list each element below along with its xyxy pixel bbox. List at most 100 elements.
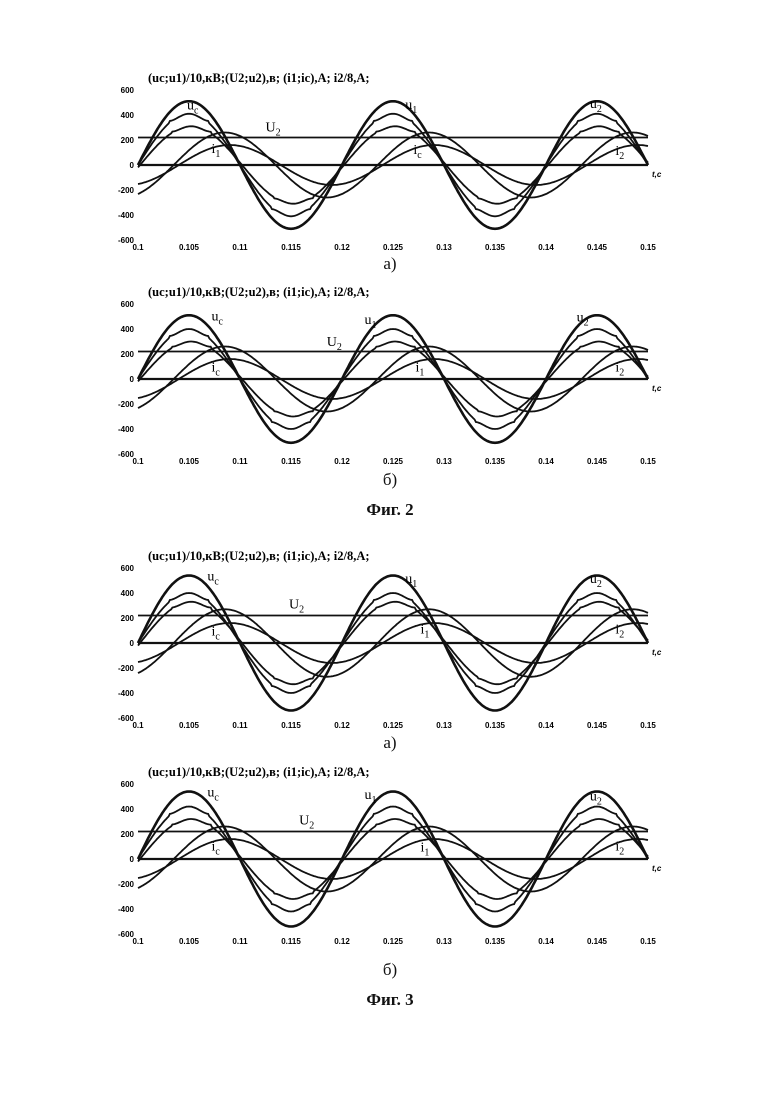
y-tick-label: 600 bbox=[121, 300, 135, 309]
curve-label-i1: i1 bbox=[421, 623, 430, 641]
chart-title: (uc;u1)/10,кВ;(U2;u2),в; (i1;ic),А; i2/8… bbox=[148, 285, 370, 299]
x-tick-label: 0.135 bbox=[485, 937, 506, 946]
x-tick-label: 0.1 bbox=[132, 721, 144, 730]
y-tick-label: -200 bbox=[118, 186, 135, 195]
x-tick-label: 0.12 bbox=[334, 721, 350, 730]
x-tick-label: 0.105 bbox=[179, 721, 200, 730]
x-tick-label: 0.11 bbox=[232, 937, 248, 946]
y-tick-label: -200 bbox=[118, 880, 135, 889]
y-tick-label: 0 bbox=[130, 161, 135, 170]
subfigure-caption: а) bbox=[370, 254, 410, 274]
curve-label-u1: u1 bbox=[405, 98, 417, 116]
curve-label-u2: u2 bbox=[590, 97, 602, 115]
y-tick-label: -400 bbox=[118, 689, 135, 698]
chart-svg: (uc;u1)/10,кВ;(U2;u2),в; (i1;ic),А; i2/8… bbox=[108, 282, 668, 482]
x-tick-label: 0.105 bbox=[179, 937, 200, 946]
x-tick-label: 0.105 bbox=[179, 243, 200, 252]
x-tick-label: 0.125 bbox=[383, 243, 404, 252]
curve-label-U2: U2 bbox=[299, 814, 314, 832]
chart-panel: (uc;u1)/10,кВ;(U2;u2),в; (i1;ic),А; i2/8… bbox=[108, 68, 668, 268]
chart-svg: (uc;u1)/10,кВ;(U2;u2),в; (i1;ic),А; i2/8… bbox=[108, 762, 668, 962]
chart-title: (uc;u1)/10,кВ;(U2;u2),в; (i1;ic),А; i2/8… bbox=[148, 765, 370, 779]
x-tick-label: 0.1 bbox=[132, 457, 144, 466]
chart-panel: (uc;u1)/10,кВ;(U2;u2),в; (i1;ic),А; i2/8… bbox=[108, 762, 668, 962]
y-tick-label: 200 bbox=[121, 830, 135, 839]
x-tick-label: 0.15 bbox=[640, 457, 656, 466]
x-tick-label: 0.15 bbox=[640, 937, 656, 946]
x-tick-label: 0.11 bbox=[232, 721, 248, 730]
x-tick-label: 0.145 bbox=[587, 243, 608, 252]
curve-label-U2: U2 bbox=[327, 335, 342, 353]
y-tick-label: 400 bbox=[121, 589, 135, 598]
x-tick-label: 0.115 bbox=[281, 721, 301, 730]
y-tick-label: 600 bbox=[121, 780, 135, 789]
chart-title: (uc;u1)/10,кВ;(U2;u2),в; (i1;ic),А; i2/8… bbox=[148, 71, 370, 85]
y-tick-label: 0 bbox=[130, 639, 135, 648]
x-tick-label: 0.14 bbox=[538, 243, 554, 252]
curve-label-U2: U2 bbox=[289, 598, 304, 616]
curve-label-uc: uc bbox=[207, 570, 219, 588]
x-tick-label: 0.115 bbox=[281, 457, 301, 466]
y-tick-label: -400 bbox=[118, 425, 135, 434]
figure-caption: Фиг. 2 bbox=[290, 500, 490, 520]
y-tick-label: 200 bbox=[121, 136, 135, 145]
chart-svg: (uc;u1)/10,кВ;(U2;u2),в; (i1;ic),А; i2/8… bbox=[108, 68, 668, 268]
chart-panel: (uc;u1)/10,кВ;(U2;u2),в; (i1;ic),А; i2/8… bbox=[108, 546, 668, 746]
curve-label-ic: ic bbox=[413, 143, 422, 161]
y-tick-label: -400 bbox=[118, 211, 135, 220]
x-tick-label: 0.13 bbox=[436, 243, 452, 252]
x-tick-label: 0.1 bbox=[132, 243, 144, 252]
chart-svg: (uc;u1)/10,кВ;(U2;u2),в; (i1;ic),А; i2/8… bbox=[108, 546, 668, 746]
x-tick-label: 0.15 bbox=[640, 243, 656, 252]
x-tick-label: 0.14 bbox=[538, 721, 554, 730]
x-tick-label: 0.115 bbox=[281, 937, 301, 946]
y-tick-label: 600 bbox=[121, 86, 135, 95]
x-tick-label: 0.135 bbox=[485, 243, 506, 252]
x-tick-label: 0.125 bbox=[383, 457, 404, 466]
y-tick-label: 200 bbox=[121, 614, 135, 623]
curve-label-u1: u1 bbox=[364, 788, 376, 806]
figure-caption: Фиг. 3 bbox=[290, 990, 490, 1010]
subfigure-caption: а) bbox=[370, 733, 410, 753]
curve-label-i2: i2 bbox=[615, 361, 624, 379]
curve-label-i1: i1 bbox=[421, 841, 430, 859]
x-tick-label: 0.12 bbox=[334, 457, 350, 466]
y-tick-label: 400 bbox=[121, 111, 135, 120]
curve-label-ic: ic bbox=[211, 360, 220, 378]
x-tick-label: 0.13 bbox=[436, 937, 452, 946]
curve-label-uc: uc bbox=[207, 786, 219, 804]
y-tick-label: -200 bbox=[118, 400, 135, 409]
x-tick-label: 0.125 bbox=[383, 937, 404, 946]
x-tick-label: 0.15 bbox=[640, 721, 656, 730]
subfigure-caption: б) bbox=[370, 470, 410, 490]
y-tick-label: 400 bbox=[121, 325, 135, 334]
x-tick-label: 0.12 bbox=[334, 243, 350, 252]
curve-label-ic: ic bbox=[211, 839, 220, 857]
y-tick-label: -400 bbox=[118, 905, 135, 914]
y-tick-label: 0 bbox=[130, 375, 135, 384]
x-tick-label: 0.14 bbox=[538, 457, 554, 466]
x-tick-label: 0.14 bbox=[538, 937, 554, 946]
x-tick-label: 0.11 bbox=[232, 243, 248, 252]
curve-label-uc: uc bbox=[211, 309, 223, 327]
x-tick-label: 0.1 bbox=[132, 937, 144, 946]
y-tick-label: 600 bbox=[121, 564, 135, 573]
y-tick-label: 400 bbox=[121, 805, 135, 814]
x-tick-label: 0.135 bbox=[485, 457, 506, 466]
x-tick-label: 0.105 bbox=[179, 457, 200, 466]
chart-panel: (uc;u1)/10,кВ;(U2;u2),в; (i1;ic),А; i2/8… bbox=[108, 282, 668, 482]
x-tick-label: 0.115 bbox=[281, 243, 301, 252]
x-tick-label: 0.135 bbox=[485, 721, 506, 730]
chart-title: (uc;u1)/10,кВ;(U2;u2),в; (i1;ic),А; i2/8… bbox=[148, 549, 370, 563]
curve-label-U2: U2 bbox=[266, 121, 281, 139]
x-tick-label: 0.145 bbox=[587, 937, 608, 946]
x-axis-label: t,c bbox=[652, 170, 662, 179]
x-tick-label: 0.11 bbox=[232, 457, 248, 466]
x-axis-label: t,c bbox=[652, 648, 662, 657]
x-axis-label: t,c bbox=[652, 864, 662, 873]
x-tick-label: 0.145 bbox=[587, 457, 608, 466]
x-tick-label: 0.125 bbox=[383, 721, 404, 730]
x-tick-label: 0.12 bbox=[334, 937, 350, 946]
x-tick-label: 0.13 bbox=[436, 457, 452, 466]
curve-label-i1: i1 bbox=[415, 360, 424, 378]
